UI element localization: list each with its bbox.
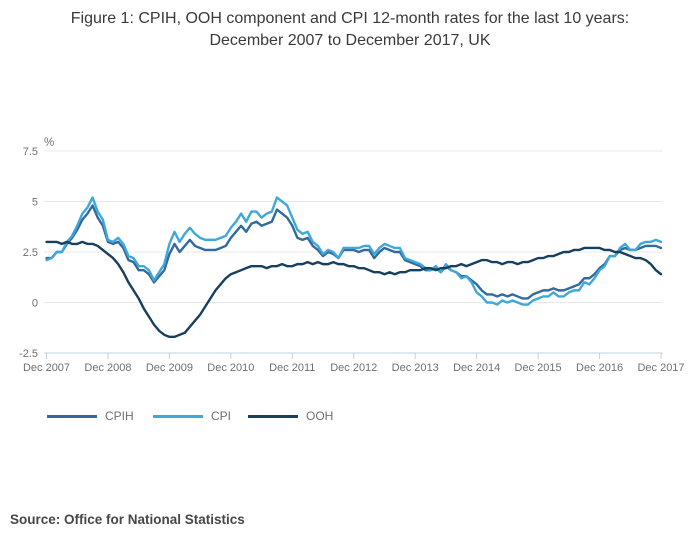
chart-title: Figure 1: CPIH, OOH component and CPI 12… [70, 10, 630, 50]
x-tick-label: Dec 2012 [330, 362, 377, 374]
x-tick-label: Dec 2011 [269, 362, 315, 374]
cpih-line-swatch [47, 414, 97, 418]
x-tick-label: Dec 2008 [84, 362, 131, 374]
y-tick-label: 2.5 [23, 247, 38, 259]
legend-item-cpi: CPI [153, 404, 231, 428]
x-tick-label: Dec 2009 [146, 362, 193, 374]
legend-label-cpi: CPI [211, 409, 232, 423]
y-tick-label: 7.5 [23, 146, 38, 158]
chart-legend: CPIH CPI OOH [0, 404, 700, 428]
y-axis-unit-label: % [44, 137, 54, 149]
y-tick-label: 0 [32, 298, 38, 310]
series-line-cpih [45, 204, 663, 300]
y-tick-label: 5 [32, 197, 38, 209]
x-tick-label: Dec 2016 [576, 362, 623, 374]
x-tick-label: Dec 2010 [207, 362, 254, 374]
source-note: Source: Office for National Statistics [10, 512, 245, 527]
x-tick-label: Dec 2015 [515, 362, 562, 374]
x-tick-label: Dec 2013 [392, 362, 439, 374]
y-tick-label: -2.5 [19, 348, 38, 360]
series-line-ooh [45, 240, 663, 339]
series-line-cpi [45, 196, 663, 306]
x-tick-label: Dec 2017 [637, 362, 684, 374]
x-tick-label: Dec 2014 [453, 362, 500, 374]
legend-label-ooh: OOH [306, 409, 334, 423]
x-tick-label: Dec 2007 [23, 362, 70, 374]
legend-item-cpih: CPIH [47, 404, 134, 428]
legend-item-ooh: OOH [248, 404, 333, 428]
cpi-line-swatch [153, 414, 203, 418]
ooh-line-swatch [248, 414, 298, 418]
line-chart: 7.5 5 2.5 0 -2.5% Dec 2007 Dec 2008 Dec 2009 Dec… [19, 137, 685, 374]
legend-label-cpih: CPIH [105, 409, 134, 423]
